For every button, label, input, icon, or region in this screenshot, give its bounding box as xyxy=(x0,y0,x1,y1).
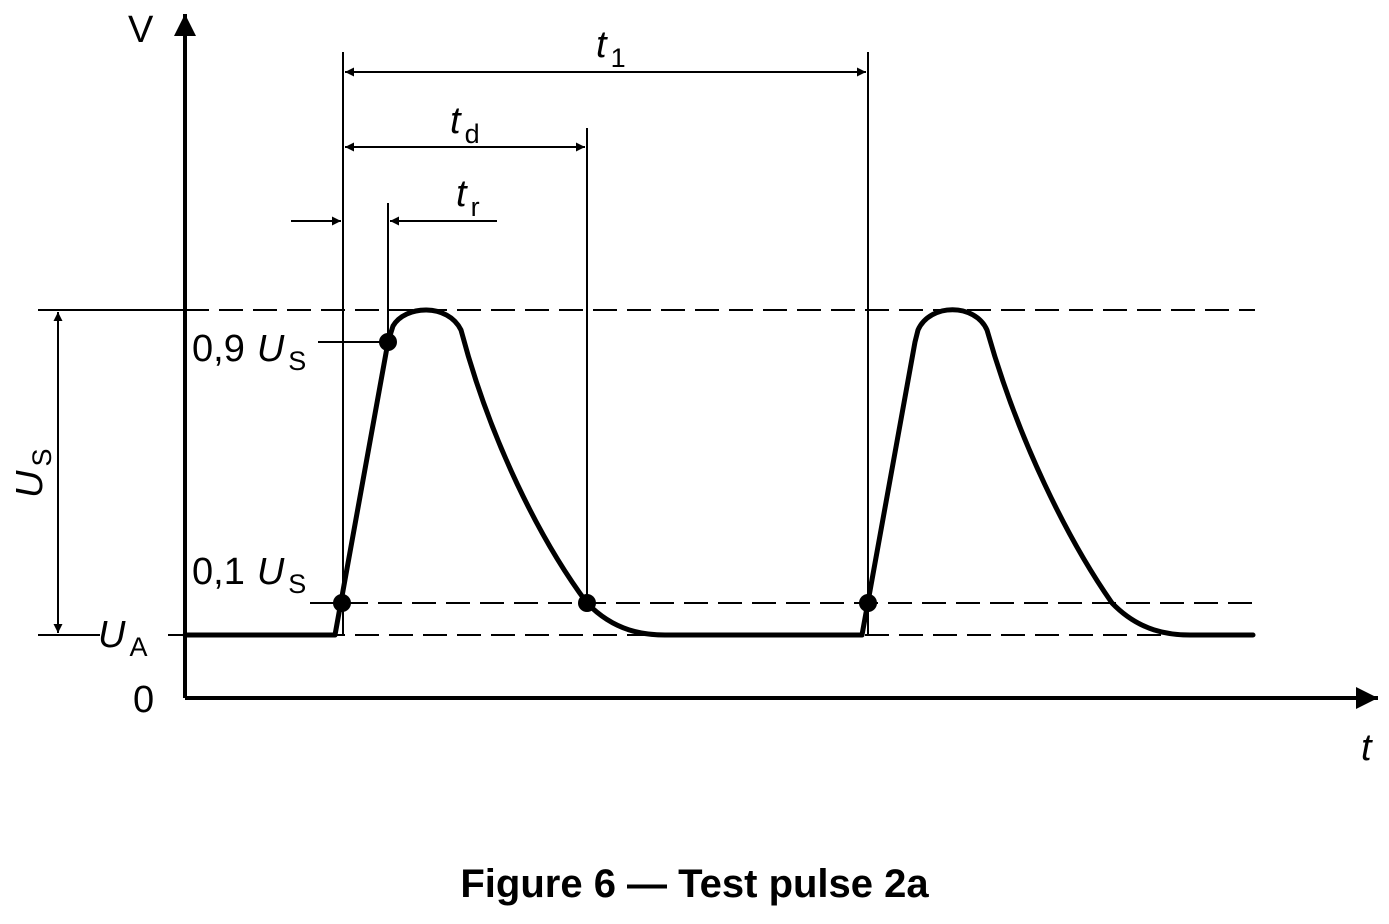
level-09-symbol: U xyxy=(257,328,285,370)
level-01-label: 0,1 U S xyxy=(192,551,306,599)
level-01-factor: 0,1 xyxy=(192,551,245,593)
point-01-rise-1 xyxy=(333,594,351,612)
y-axis-label: V xyxy=(128,9,154,51)
t1-subscript: 1 xyxy=(611,43,626,73)
point-01-fall-1 xyxy=(578,594,596,612)
us-dimension-label: U S xyxy=(9,449,57,498)
td-subscript: d xyxy=(465,119,480,149)
tr-symbol: t xyxy=(456,173,468,215)
tr-label: t r xyxy=(456,173,480,222)
ua-symbol: U xyxy=(98,614,126,656)
us-dimension-symbol: U xyxy=(9,470,51,498)
ua-label: U A xyxy=(98,614,147,662)
point-09-rise-1 xyxy=(379,333,397,351)
origin-label: 0 xyxy=(133,679,154,721)
ua-subscript: A xyxy=(129,632,147,662)
level-09-factor: 0,9 xyxy=(192,328,245,370)
td-label: t d xyxy=(450,100,480,149)
level-01-symbol: U xyxy=(257,551,285,593)
level-09-subscript: S xyxy=(288,346,306,376)
us-dimension-subscript: S xyxy=(27,449,57,467)
tr-subscript: r xyxy=(471,192,480,222)
level-09-label: 0,9 U S xyxy=(192,328,306,376)
pulse-waveform xyxy=(182,307,1256,638)
td-symbol: t xyxy=(450,100,462,142)
t1-symbol: t xyxy=(596,24,608,66)
level-01-subscript: S xyxy=(288,569,306,599)
point-01-rise-2 xyxy=(859,594,877,612)
figure-caption: Figure 6 — Test pulse 2a xyxy=(460,862,929,906)
t1-label: t 1 xyxy=(596,24,626,73)
x-axis-label: t xyxy=(1361,727,1373,769)
